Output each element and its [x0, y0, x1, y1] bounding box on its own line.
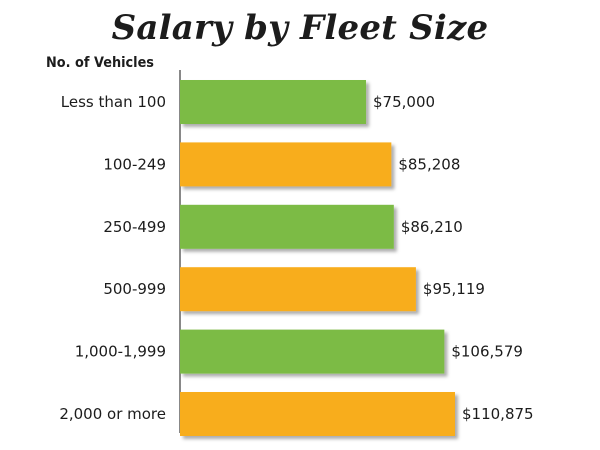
category-label: 500-999 — [103, 280, 166, 298]
bar — [180, 142, 392, 187]
bar — [180, 267, 416, 312]
value-label: $85,208 — [398, 155, 460, 173]
value-label: $110,875 — [462, 405, 534, 423]
category-label: 1,000-1,999 — [75, 343, 166, 361]
category-label: 2,000 or more — [59, 405, 166, 423]
category-axis-heading: No. of Vehicles — [46, 55, 154, 71]
bar — [180, 392, 455, 436]
category-label: 250-499 — [103, 218, 166, 236]
category-label: 100-249 — [103, 155, 166, 173]
value-label: $86,210 — [401, 218, 463, 236]
chart-title: Salary by Fleet Size — [111, 8, 489, 48]
bar — [180, 80, 367, 124]
value-label: $95,119 — [423, 280, 485, 298]
bar — [180, 329, 445, 374]
value-label: $106,579 — [451, 343, 523, 361]
value-label: $75,000 — [373, 93, 435, 111]
category-label: Less than 100 — [61, 93, 166, 111]
bar — [180, 204, 394, 249]
